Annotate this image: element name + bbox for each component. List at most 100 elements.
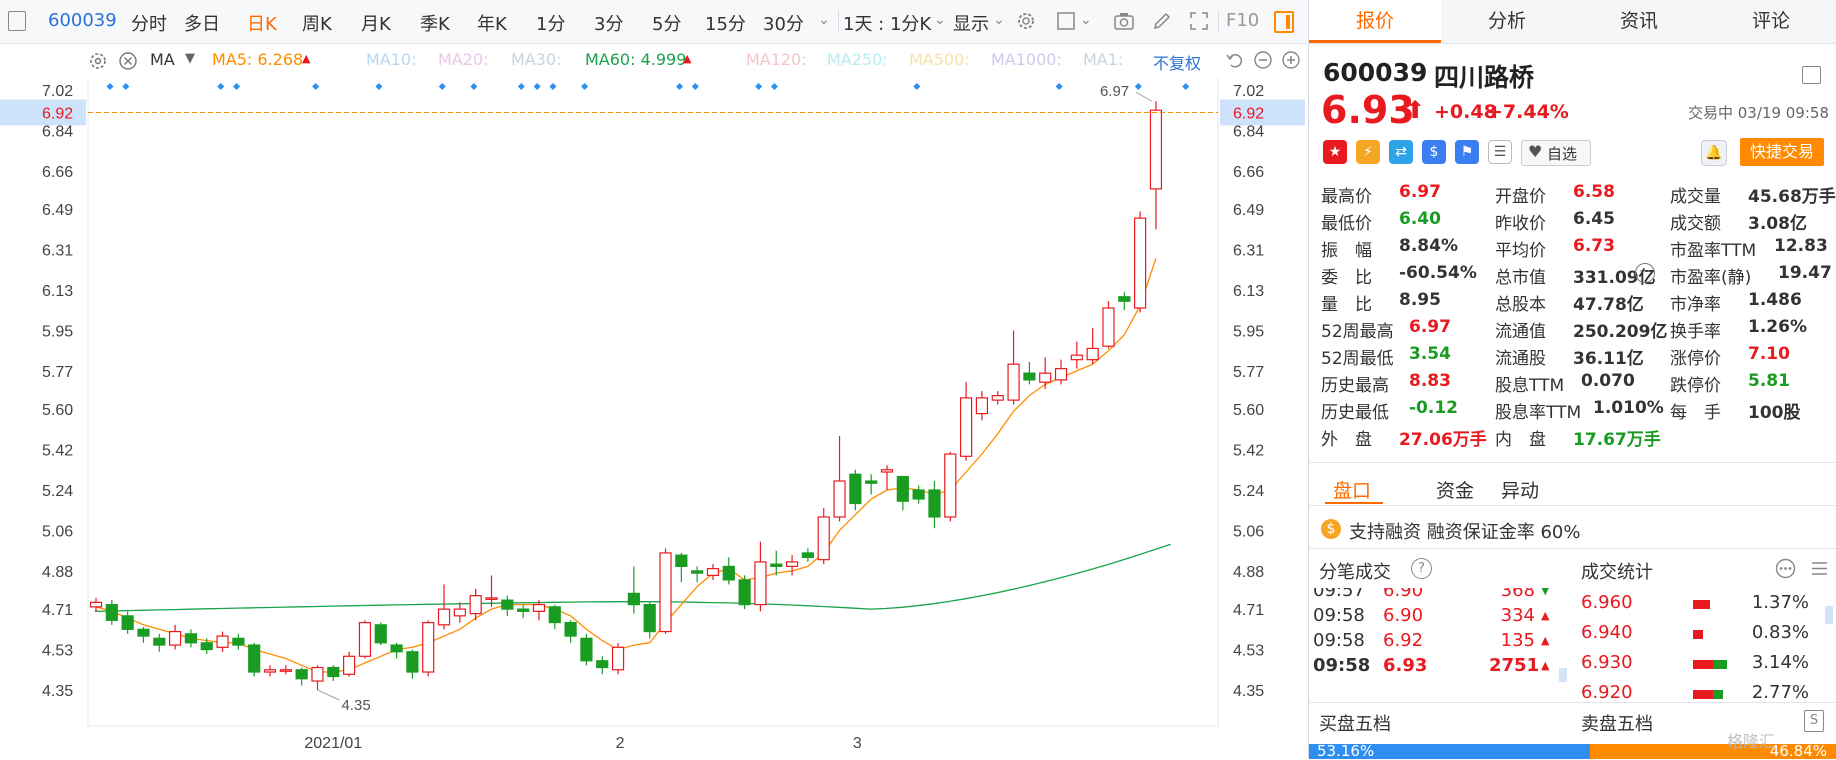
candle <box>1070 341 1083 369</box>
chevron-down-icon[interactable]: ⌄ <box>934 12 946 28</box>
f10-button[interactable]: F10 <box>1226 10 1260 31</box>
max-leader-line <box>1135 91 1153 102</box>
candle <box>849 469 862 511</box>
bell-icon[interactable]: 🔔 <box>1701 140 1727 166</box>
tab-yearly-k[interactable]: 年K <box>477 14 507 35</box>
candle <box>770 550 783 576</box>
y-tick-label-left: 6.66 <box>42 164 73 181</box>
stat-value: 6.73 <box>1573 236 1615 256</box>
period-toolbar: 600039 分时 多日 日K 周K 月K 季K 年K 1分 3分 5分 15分… <box>0 0 1307 44</box>
candle <box>279 665 292 675</box>
ma-selector[interactable]: MA <box>150 50 175 69</box>
kline-mode-select[interactable]: 1天 : 1分K <box>843 14 932 35</box>
tab-comments[interactable]: 评论 <box>1751 10 1790 32</box>
chevron-down-icon[interactable]: ⌄ <box>1080 12 1092 28</box>
stat-label: 总股本 <box>1495 295 1546 315</box>
ma500-label: MA500: <box>909 50 970 69</box>
gear-icon[interactable] <box>1015 10 1037 32</box>
candle <box>975 391 989 421</box>
candle-body <box>548 606 561 624</box>
zoom-in-icon[interactable] <box>1281 50 1301 70</box>
zoom-out-icon[interactable] <box>1253 50 1273 70</box>
tab-5min[interactable]: 5分 <box>652 14 682 35</box>
tag-icon[interactable]: ⚑ <box>1455 140 1479 164</box>
tab-quote[interactable]: 报价 <box>1309 0 1441 43</box>
candle <box>1102 301 1115 349</box>
stat-label: 最低价 <box>1321 214 1372 234</box>
tab-15min[interactable]: 15分 <box>705 14 746 35</box>
more-info-icon[interactable]: ··· <box>1635 263 1655 283</box>
candle <box>596 656 609 675</box>
export-icon[interactable]: S <box>1804 710 1824 732</box>
kline-chart[interactable]: 7.02 7.02 6.84 6.84 6.66 6.66 6.49 6.49 6.31 6.31… <box>0 78 1305 759</box>
deal-scrollbar[interactable] <box>1825 606 1833 624</box>
subtab-anomaly[interactable]: 异动 <box>1501 480 1540 502</box>
tab-monthly-k[interactable]: 月K <box>361 14 391 35</box>
candle <box>406 649 419 679</box>
candle-body <box>896 475 909 502</box>
lightning-icon[interactable]: ⚡ <box>1356 140 1380 164</box>
rectangle-tool-icon[interactable] <box>1055 10 1077 32</box>
stat-label: 委 比 <box>1321 268 1372 288</box>
layout-icon[interactable] <box>1802 66 1821 84</box>
camera-icon[interactable] <box>1113 10 1135 32</box>
candle-body <box>1023 372 1036 381</box>
display-menu[interactable]: 显示 <box>953 14 989 35</box>
shuffle-icon[interactable]: ⇄ <box>1389 140 1413 164</box>
subtab-funds[interactable]: 资金 <box>1436 480 1475 502</box>
tab-analysis[interactable]: 分析 <box>1487 10 1526 32</box>
event-marker-icon <box>755 83 763 90</box>
quote-panel: 报价 分析 资讯 评论 600039 四川路桥 6.93 ⬆ +0.48 +7.… <box>1308 0 1836 760</box>
quick-trade-button[interactable]: 快捷交易 <box>1740 138 1824 166</box>
tab-1min[interactable]: 1分 <box>536 14 566 35</box>
help-icon[interactable]: ? <box>1411 558 1432 579</box>
tab-fenshi[interactable]: 分时 <box>131 14 167 35</box>
tab-3min[interactable]: 3分 <box>594 14 624 35</box>
chevron-down-icon[interactable]: ⌄ <box>818 12 830 28</box>
panel-toggle-icon[interactable] <box>1274 11 1294 33</box>
undo-icon[interactable] <box>1225 50 1245 70</box>
trades-scrollbar[interactable] <box>1559 668 1567 682</box>
close-icon[interactable] <box>118 51 138 71</box>
stat-value: 8.83 <box>1409 371 1451 391</box>
add-watchlist-button[interactable]: ♥ 自选 <box>1521 140 1591 166</box>
subtab-pankou[interactable]: 盘口 <box>1333 480 1372 502</box>
settings-icon[interactable] <box>88 51 108 71</box>
document-icon[interactable]: ☰ <box>1488 140 1512 164</box>
fullscreen-icon[interactable] <box>1188 10 1210 32</box>
candle <box>944 451 957 522</box>
stat-label: 历史最高 <box>1321 376 1389 396</box>
chevron-up-icon[interactable]: ⌃ <box>1532 440 1544 456</box>
tab-weekly-k[interactable]: 周K <box>302 14 332 35</box>
candle <box>263 665 277 677</box>
divider <box>838 10 839 32</box>
chevron-down-icon[interactable]: ⌄ <box>993 12 1005 28</box>
tab-daily-k[interactable]: 日K <box>247 14 277 35</box>
sidebar-toggle-icon[interactable] <box>8 11 26 31</box>
section-divider <box>1309 548 1836 549</box>
candle-body <box>1102 307 1115 347</box>
trade-time: 09:58 <box>1313 630 1365 651</box>
candle <box>627 566 640 614</box>
tab-quarterly-k[interactable]: 季K <box>420 14 450 35</box>
ma1-label: MA1: <box>1083 50 1124 69</box>
dollar-icon[interactable]: $ <box>1422 140 1446 164</box>
tab-30min[interactable]: 30分 <box>763 14 804 35</box>
trades-list: 09:57 6.90 368 ▼ 09:58 6.90 334 ▲ 09:58 6.92 135 ▲ 0… <box>1309 588 1571 700</box>
candle-body <box>406 651 419 673</box>
trade-row: 09:58 6.93 2751 ▲ <box>1309 655 1569 679</box>
stat-label: 52周最低 <box>1321 349 1394 369</box>
candle-body <box>437 608 451 626</box>
trade-time: 09:58 <box>1313 605 1365 626</box>
pen-icon[interactable] <box>1151 10 1173 32</box>
tab-duori[interactable]: 多日 <box>184 14 220 35</box>
event-marker-icon <box>676 83 684 90</box>
tab-news[interactable]: 资讯 <box>1619 10 1658 32</box>
candle <box>865 474 878 495</box>
chevron-down-icon[interactable]: ▼ <box>185 51 195 66</box>
buy-ratio-fill <box>1309 744 1590 759</box>
order-book-ratio-bar: 53.16% 46.84% <box>1309 742 1836 760</box>
more-icon[interactable] <box>1775 558 1796 579</box>
list-icon[interactable] <box>1809 558 1830 579</box>
no-adjust-toggle[interactable]: 不复权 <box>1153 54 1202 73</box>
